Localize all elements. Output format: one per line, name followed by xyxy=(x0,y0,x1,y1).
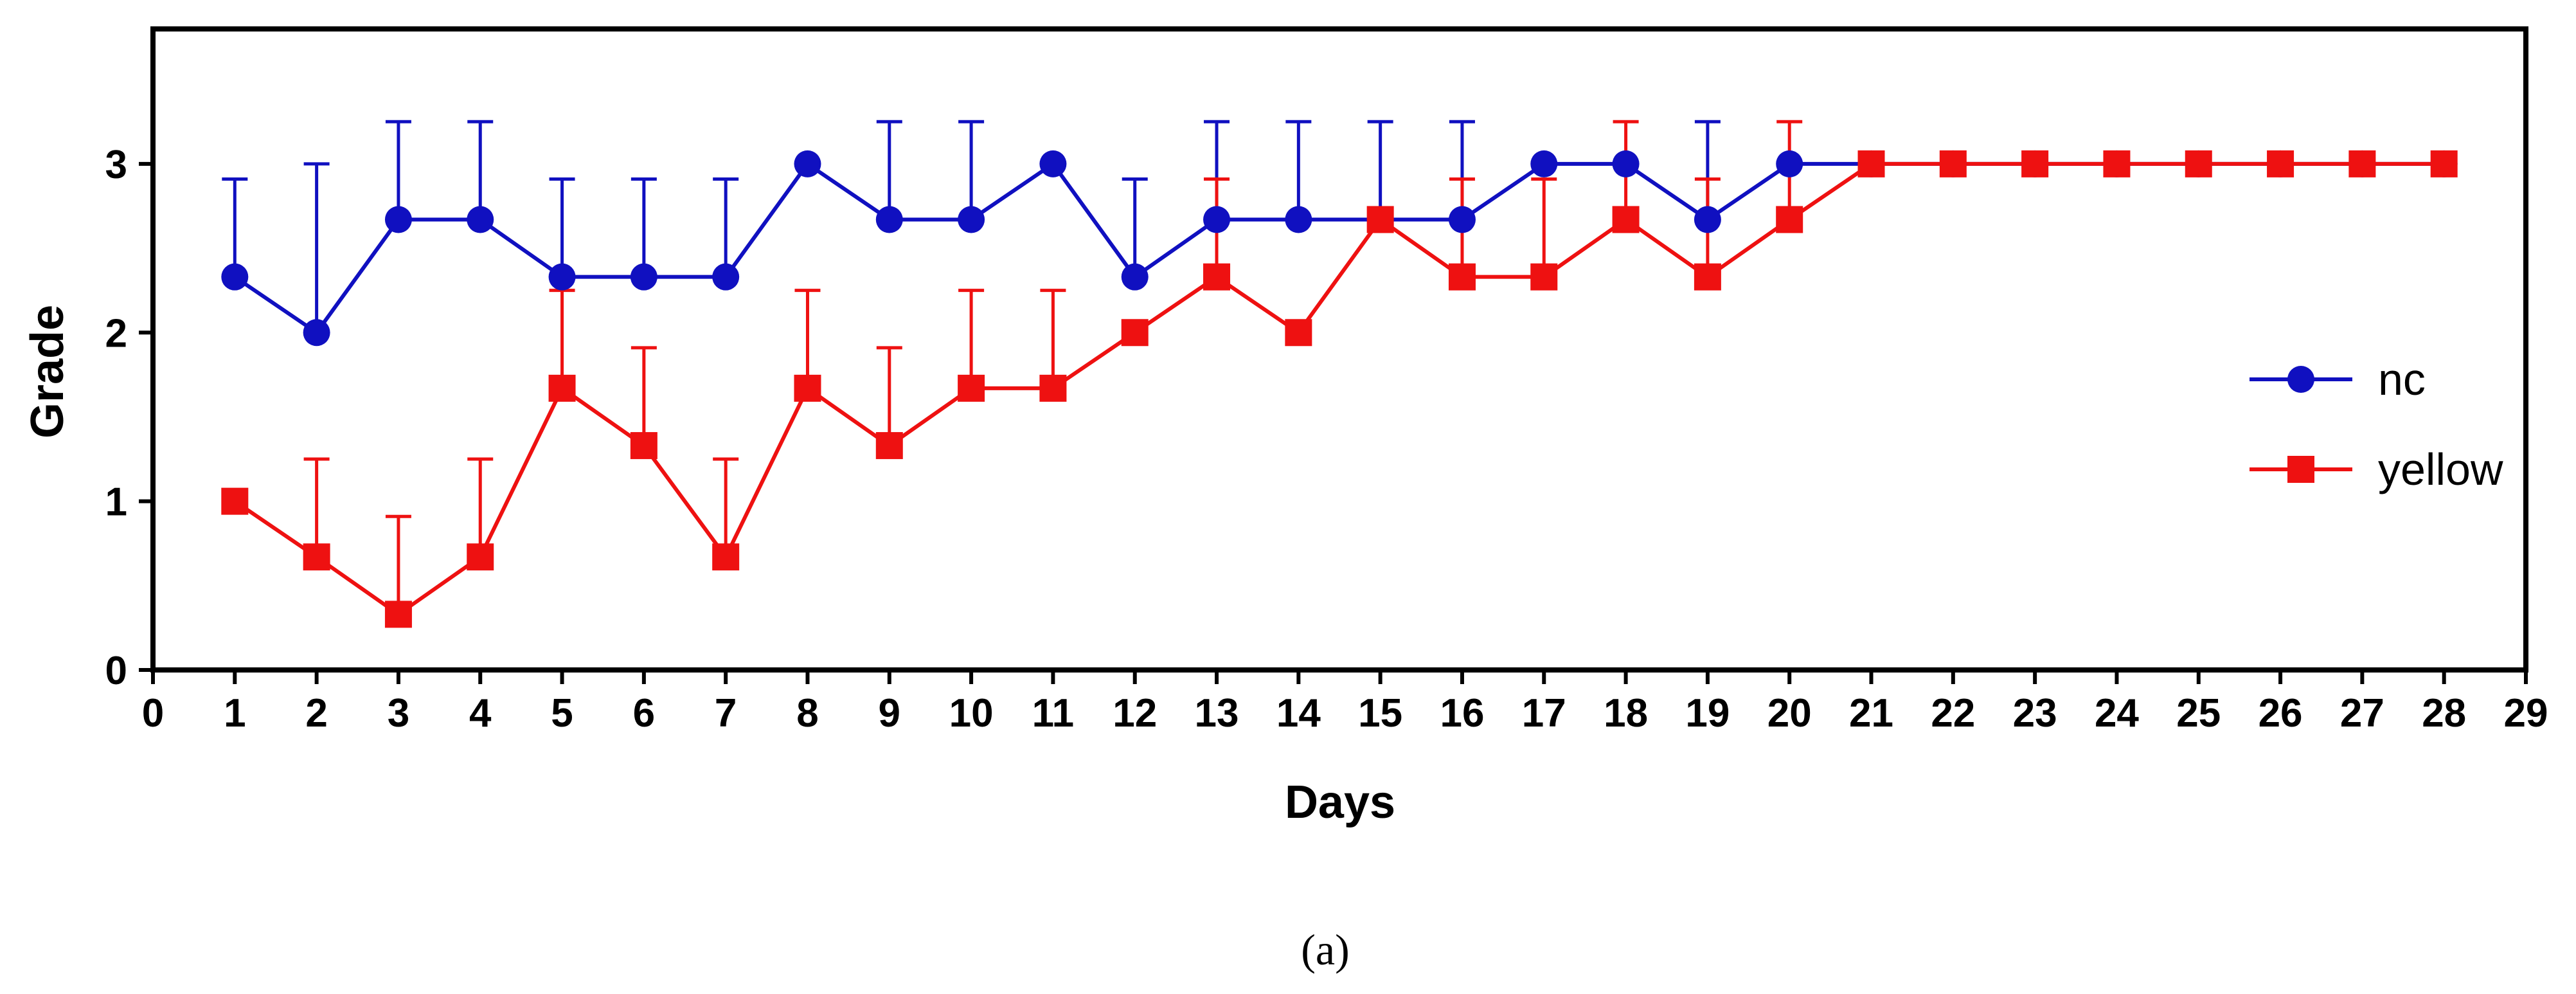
yellow-point xyxy=(1857,150,1885,177)
nc-point xyxy=(1448,206,1476,233)
x-tick-label: 11 xyxy=(1032,691,1075,736)
x-tick-label: 16 xyxy=(1440,691,1484,736)
x-tick-label: 17 xyxy=(1522,691,1566,736)
x-tick-label: 9 xyxy=(879,691,900,736)
x-axis-title: Days xyxy=(1285,777,1395,828)
nc-point xyxy=(875,206,903,233)
yellow-point xyxy=(1121,319,1149,347)
x-tick-label: 29 xyxy=(2504,691,2548,736)
yellow-point xyxy=(221,487,249,515)
y-tick-label: 3 xyxy=(105,143,127,187)
yellow-point xyxy=(794,374,821,402)
yellow-point xyxy=(630,432,657,460)
series-markers xyxy=(221,150,2458,628)
nc-point xyxy=(1612,150,1640,177)
yellow-point xyxy=(384,601,412,628)
yellow-point xyxy=(1939,150,1967,177)
yellow-point xyxy=(2185,150,2212,177)
x-tick-label: 6 xyxy=(633,691,655,736)
yellow-point xyxy=(1366,206,1394,233)
yellow-point xyxy=(467,543,494,571)
x-tick-label: 27 xyxy=(2340,691,2384,736)
nc-point xyxy=(221,263,249,291)
nc-point xyxy=(303,319,330,347)
nc-point xyxy=(548,263,576,291)
x-tick-label: 5 xyxy=(551,691,573,736)
yellow-point xyxy=(303,543,330,571)
x-tick-label: 2 xyxy=(305,691,327,736)
x-tick-label: 28 xyxy=(2422,691,2466,736)
x-tick-label: 21 xyxy=(1849,691,1893,736)
yellow-point xyxy=(875,432,903,460)
nc-point xyxy=(630,263,657,291)
yellow-point xyxy=(2103,150,2131,177)
x-tick-label: 22 xyxy=(1931,691,1975,736)
legend-nc-label: nc xyxy=(2378,354,2426,404)
legend-yellow-marker xyxy=(2287,456,2314,483)
plot-frame xyxy=(150,26,2528,673)
x-tick-label: 10 xyxy=(949,691,994,736)
error-bars xyxy=(222,120,1803,615)
x-tick-label: 18 xyxy=(1604,691,1648,736)
nc-point xyxy=(794,150,821,177)
legend-nc-marker xyxy=(2287,366,2314,393)
x-tick-label: 4 xyxy=(469,691,492,736)
yellow-point xyxy=(1694,263,1721,291)
nc-point xyxy=(1530,150,1558,177)
yellow-point xyxy=(1285,319,1312,347)
yellow-point xyxy=(2430,150,2458,177)
yellow-point xyxy=(1612,206,1640,233)
legend: nc yellow xyxy=(2250,354,2503,494)
x-tick-label: 0 xyxy=(142,691,164,736)
yellow-point xyxy=(2348,150,2376,177)
yellow-point xyxy=(1448,263,1476,291)
x-tick-label: 23 xyxy=(2013,691,2057,736)
x-tick-label: 14 xyxy=(1276,691,1321,736)
nc-point xyxy=(958,206,985,233)
yellow-point xyxy=(2267,150,2294,177)
nc-line xyxy=(233,161,2444,336)
x-tick-label: 24 xyxy=(2095,691,2139,736)
yellow-point xyxy=(548,374,576,402)
nc-point xyxy=(1285,206,1312,233)
x-tick-label: 3 xyxy=(388,691,409,736)
y-tick-label: 0 xyxy=(105,649,127,693)
yellow-point xyxy=(2021,150,2049,177)
nc-point xyxy=(1694,206,1721,233)
x-tick-label: 8 xyxy=(796,691,818,736)
nc-point xyxy=(712,263,740,291)
x-tick-label: 26 xyxy=(2258,691,2303,736)
yellow-line xyxy=(233,161,2444,617)
nc-point xyxy=(467,206,494,233)
series-lines xyxy=(233,161,2444,617)
x-tick-label: 1 xyxy=(224,691,246,736)
x-tick-label: 20 xyxy=(1767,691,1812,736)
nc-point xyxy=(1121,263,1149,291)
y-tick-label: 2 xyxy=(105,311,127,356)
yellow-point xyxy=(1530,263,1558,291)
x-tick-label: 12 xyxy=(1113,691,1157,736)
x-tick-label: 19 xyxy=(1685,691,1730,736)
x-tick-label: 13 xyxy=(1195,691,1239,736)
nc-point xyxy=(1203,206,1231,233)
axes: 0 1 2 3 4 5 6 7 8 9 10 11 12 13 14 15 16 17 18 19 20 21 22 23 24… xyxy=(105,26,2548,736)
yellow-point xyxy=(1039,374,1067,402)
yellow-point xyxy=(1203,263,1231,291)
yellow-point xyxy=(712,543,740,571)
x-tick-label: 7 xyxy=(715,691,737,736)
yellow-point xyxy=(1776,206,1803,233)
y-tick-label: 1 xyxy=(105,480,127,525)
x-tick-label: 15 xyxy=(1358,691,1402,736)
nc-point xyxy=(384,206,412,233)
nc-point xyxy=(1039,150,1067,177)
nc-point xyxy=(1776,150,1803,177)
figure-caption: (a) xyxy=(1301,925,1349,974)
x-tick-label: 25 xyxy=(2176,691,2221,736)
legend-yellow-label: yellow xyxy=(2378,444,2503,494)
y-axis-title: Grade xyxy=(22,305,73,438)
yellow-point xyxy=(958,374,985,402)
